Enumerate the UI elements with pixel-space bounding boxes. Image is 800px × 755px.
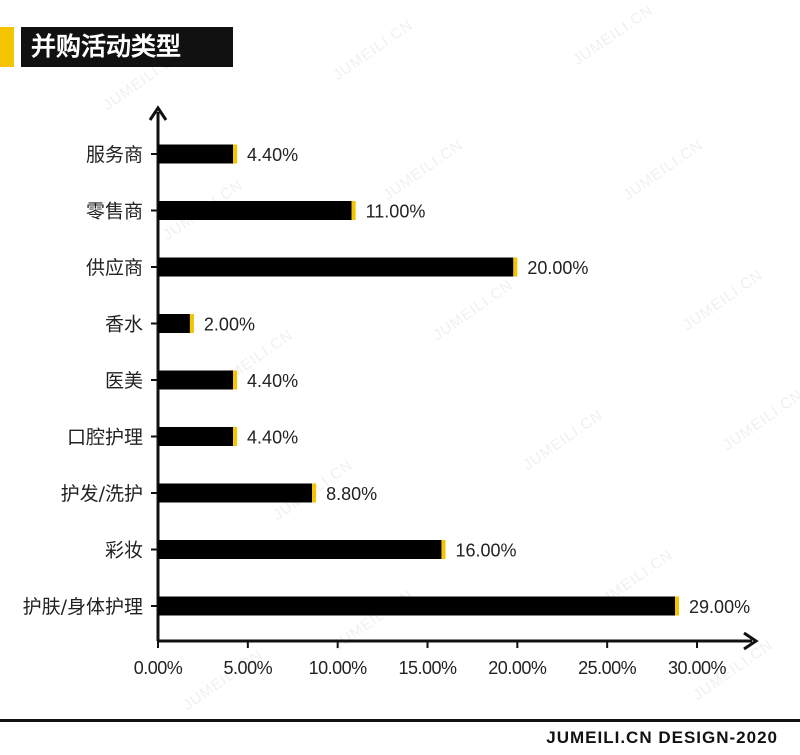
bar	[158, 427, 234, 446]
data-label: 8.80%	[326, 484, 377, 504]
data-label: 4.40%	[247, 371, 298, 391]
chart-title: 并购活动类型	[21, 27, 233, 67]
bar-accent	[233, 370, 238, 390]
data-label: 2.00%	[204, 315, 255, 335]
bar	[158, 540, 442, 559]
title-accent-bar	[0, 27, 14, 67]
x-tick-label: 10.00%	[309, 658, 368, 678]
bar	[158, 370, 234, 390]
x-tick-label: 0.00%	[134, 658, 183, 678]
x-tick-label: 25.00%	[578, 658, 637, 678]
bar	[158, 257, 514, 277]
category-label: 医美	[105, 370, 143, 392]
bar-accent	[233, 427, 238, 446]
bar-accent	[513, 257, 518, 277]
category-label: 零售商	[86, 201, 143, 223]
category-label: 香水	[105, 314, 143, 336]
category-label: 护发/洗护	[61, 483, 143, 505]
bar	[158, 483, 313, 503]
y-axis-arrow	[148, 105, 168, 121]
footer-divider	[0, 719, 800, 722]
bar-accent	[675, 596, 680, 616]
bar-accent	[233, 144, 238, 164]
x-tick-label: 5.00%	[224, 658, 273, 678]
chart-axes	[148, 105, 759, 651]
category-label: 口腔护理	[67, 427, 143, 449]
bar-accent	[312, 483, 317, 503]
bar-accent	[441, 540, 446, 559]
data-label: 4.40%	[247, 428, 298, 448]
x-tick-label: 20.00%	[488, 658, 547, 678]
category-label: 护肤/身体护理	[23, 596, 143, 618]
x-tick-label: 15.00%	[398, 658, 457, 678]
category-label: 供应商	[86, 257, 143, 279]
footer-credit: JUMEILI.CN DESIGN-2020	[546, 728, 778, 747]
bar-accent	[351, 201, 356, 220]
bar-chart: 0.00% 5.00% 10.00% 15.00% 20.00% 25.00% 30.00%…	[23, 105, 759, 678]
chart-bars	[158, 144, 680, 616]
bar	[158, 201, 352, 220]
category-label: 彩妆	[105, 540, 143, 562]
data-label: 4.40%	[247, 145, 298, 165]
bar-accent	[189, 314, 194, 333]
category-label: 服务商	[86, 144, 143, 166]
bar	[158, 596, 676, 616]
data-label: 11.00%	[366, 202, 426, 222]
data-label: 20.00%	[527, 258, 588, 278]
bar	[158, 144, 234, 164]
data-label: 29.00%	[689, 597, 750, 617]
chart-labels: 0.00% 5.00% 10.00% 15.00% 20.00% 25.00% 30.00%…	[23, 144, 751, 678]
x-tick-label: 30.00%	[668, 658, 727, 678]
bar	[158, 314, 190, 333]
data-label: 16.00%	[455, 541, 516, 561]
x-axis-arrow	[743, 631, 759, 651]
